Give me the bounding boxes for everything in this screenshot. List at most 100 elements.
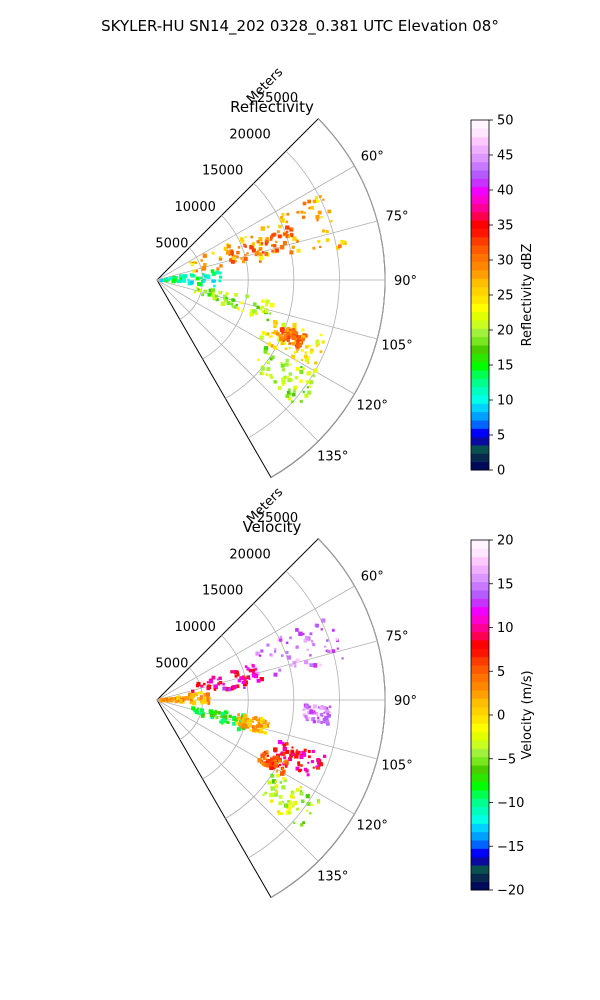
- echo-cell: [321, 714, 324, 717]
- echo-cell: [272, 755, 276, 759]
- echo-cell: [194, 289, 197, 293]
- colorbar-swatch: [471, 370, 489, 379]
- echo-cell: [237, 246, 241, 249]
- echo-cell: [306, 801, 311, 806]
- colorbar-tick-label: 50: [497, 114, 514, 129]
- echo-cell: [287, 235, 291, 238]
- echo-cell: [305, 717, 310, 722]
- echo-cell: [202, 278, 206, 282]
- echo-cell: [315, 765, 321, 770]
- colorbar-tick-label: 0: [497, 709, 505, 724]
- echo-cell: [300, 764, 303, 767]
- echo-cell: [274, 650, 277, 653]
- echo-cell: [252, 728, 257, 733]
- echo-cell: [282, 800, 285, 803]
- echo-cell: [261, 331, 266, 335]
- echo-cell: [302, 201, 307, 206]
- echo-region: [259, 319, 325, 373]
- colorbar-swatch: [471, 270, 489, 279]
- colorbar-swatch: [471, 161, 489, 171]
- colorbar-tick-label: 15: [497, 577, 514, 592]
- echo-cell: [208, 288, 213, 293]
- echo-cell: [277, 234, 282, 239]
- radial-tick-label: 25000: [257, 91, 298, 106]
- echo-cell: [192, 269, 196, 273]
- echo-cell: [160, 699, 163, 702]
- colorbar-swatch: [471, 656, 489, 666]
- echo-cell: [200, 702, 204, 705]
- echo-cell: [267, 342, 272, 346]
- figure-title: SKYLER-HU SN14_202 0328_0.381 UTC Elevat…: [101, 17, 499, 36]
- echo-cell: [221, 722, 224, 725]
- echo-cell: [269, 765, 274, 771]
- echo-cell: [311, 803, 314, 807]
- echo-cell: [307, 390, 312, 395]
- echo-cell: [203, 696, 207, 700]
- echo-cell: [327, 209, 332, 214]
- echo-cell: [195, 276, 200, 281]
- echo-cell: [286, 332, 290, 336]
- echo-cell: [288, 346, 291, 349]
- colorbar-swatch: [471, 278, 489, 288]
- echo-cell: [237, 713, 240, 716]
- colorbar-swatch: [471, 303, 489, 313]
- echo-cell: [241, 721, 246, 726]
- echo-cell: [324, 645, 327, 648]
- echo-cell: [241, 309, 244, 312]
- echo-cell: [295, 645, 299, 649]
- echo-cell: [211, 271, 216, 276]
- colorbar-swatch: [471, 195, 489, 204]
- echo-cell: [191, 700, 197, 706]
- echo-cell: [279, 244, 285, 250]
- echo-cell: [216, 267, 220, 271]
- echo-cell: [291, 746, 294, 749]
- echo-cell: [238, 722, 243, 727]
- echo-cell: [274, 762, 278, 766]
- echo-cell: [211, 292, 215, 295]
- echo-cell: [265, 307, 268, 311]
- echo-cell: [276, 773, 280, 778]
- echo-cell: [331, 628, 335, 632]
- echo-cell: [260, 226, 266, 231]
- echo-cell: [213, 684, 218, 690]
- echo-cell: [229, 258, 233, 261]
- echo-cell: [280, 751, 283, 754]
- echo-cell: [214, 709, 217, 713]
- echo-cell: [282, 746, 288, 752]
- echo-cell: [286, 655, 292, 660]
- range-ring: [225, 602, 295, 819]
- echo-cell: [225, 292, 229, 296]
- echo-cell: [312, 246, 316, 250]
- echo-cell: [296, 240, 299, 243]
- echo-cell: [281, 769, 286, 774]
- echo-cell: [242, 717, 245, 720]
- echo-cell: [320, 628, 323, 631]
- echo-cell: [325, 230, 329, 234]
- echo-cell: [223, 714, 228, 719]
- echo-cell: [287, 806, 292, 811]
- echo-cell: [304, 715, 308, 719]
- echo-cell: [220, 301, 226, 306]
- echo-cell: [270, 244, 274, 247]
- echo-cell: [316, 719, 321, 724]
- echo-cell: [197, 281, 201, 286]
- echo-cell: [221, 718, 226, 723]
- echo-cell: [312, 199, 317, 204]
- echo-cell: [232, 721, 236, 726]
- echo-cell: [302, 390, 305, 393]
- colorbar-swatch: [471, 615, 489, 624]
- echo-cell: [203, 262, 207, 267]
- echo-cell: [320, 721, 324, 724]
- echo-cell: [338, 244, 342, 248]
- echo-cell: [304, 345, 309, 349]
- echo-cell: [256, 240, 260, 244]
- echo-cell: [279, 327, 285, 333]
- echo-cell: [252, 670, 256, 674]
- echo-cell: [192, 708, 196, 711]
- echo-region: [193, 286, 275, 322]
- echo-cell: [265, 759, 268, 762]
- echo-cell: [246, 252, 249, 255]
- echo-cell: [266, 643, 270, 647]
- echo-cell: [326, 722, 330, 726]
